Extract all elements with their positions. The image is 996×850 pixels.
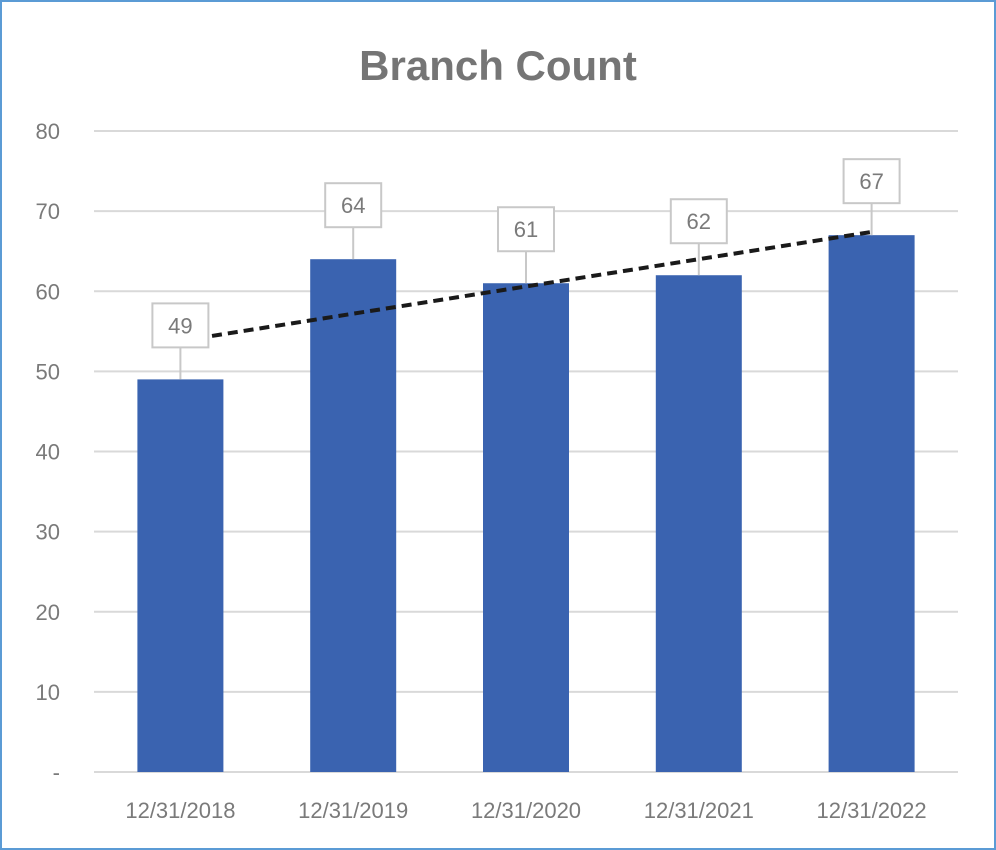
x-tick-label: 12/31/2018 — [125, 798, 235, 823]
data-label: 49 — [168, 313, 192, 338]
trendline-group — [180, 229, 872, 343]
chart-title: Branch Count — [359, 42, 637, 89]
data-label: 62 — [687, 209, 711, 234]
x-tick-label: 12/31/2020 — [471, 798, 581, 823]
bar-4 — [655, 275, 742, 772]
data-label-box — [324, 182, 383, 229]
bar-3 — [483, 283, 569, 772]
bar-5 — [828, 235, 915, 773]
y-tick-label: 80 — [36, 119, 60, 144]
y-tick-label: 10 — [36, 680, 60, 705]
x-tick-label: 12/31/2022 — [817, 798, 927, 823]
y-tick-label: - — [53, 760, 60, 785]
y-tick-label: 40 — [36, 440, 60, 465]
trendline — [180, 229, 872, 343]
x-axis-ticks: 12/31/2018 12/31/2019 12/31/2020 12/31/2021… — [125, 798, 926, 823]
y-tick-label: 30 — [36, 520, 60, 545]
bar-2 — [310, 259, 397, 772]
data-label: 67 — [859, 169, 883, 194]
y-tick-label: 70 — [36, 199, 60, 224]
y-tick-label: 60 — [36, 279, 60, 304]
x-tick-label: 12/31/2019 — [298, 798, 408, 823]
y-axis-ticks: - 10 20 30 40 50 60 70 80 — [36, 119, 60, 785]
bars — [137, 235, 915, 773]
x-tick-label: 12/31/2021 — [644, 798, 754, 823]
data-label-box — [497, 206, 555, 253]
bar-1 — [137, 379, 224, 772]
data-label-box — [669, 198, 728, 245]
data-label: 64 — [341, 193, 365, 218]
data-labels: 49 64 61 62 67 — [151, 158, 901, 380]
data-label: 61 — [514, 217, 538, 242]
y-tick-label: 20 — [36, 600, 60, 625]
y-tick-label: 50 — [36, 359, 60, 384]
data-label-box — [842, 158, 901, 205]
data-label-box — [151, 302, 210, 349]
